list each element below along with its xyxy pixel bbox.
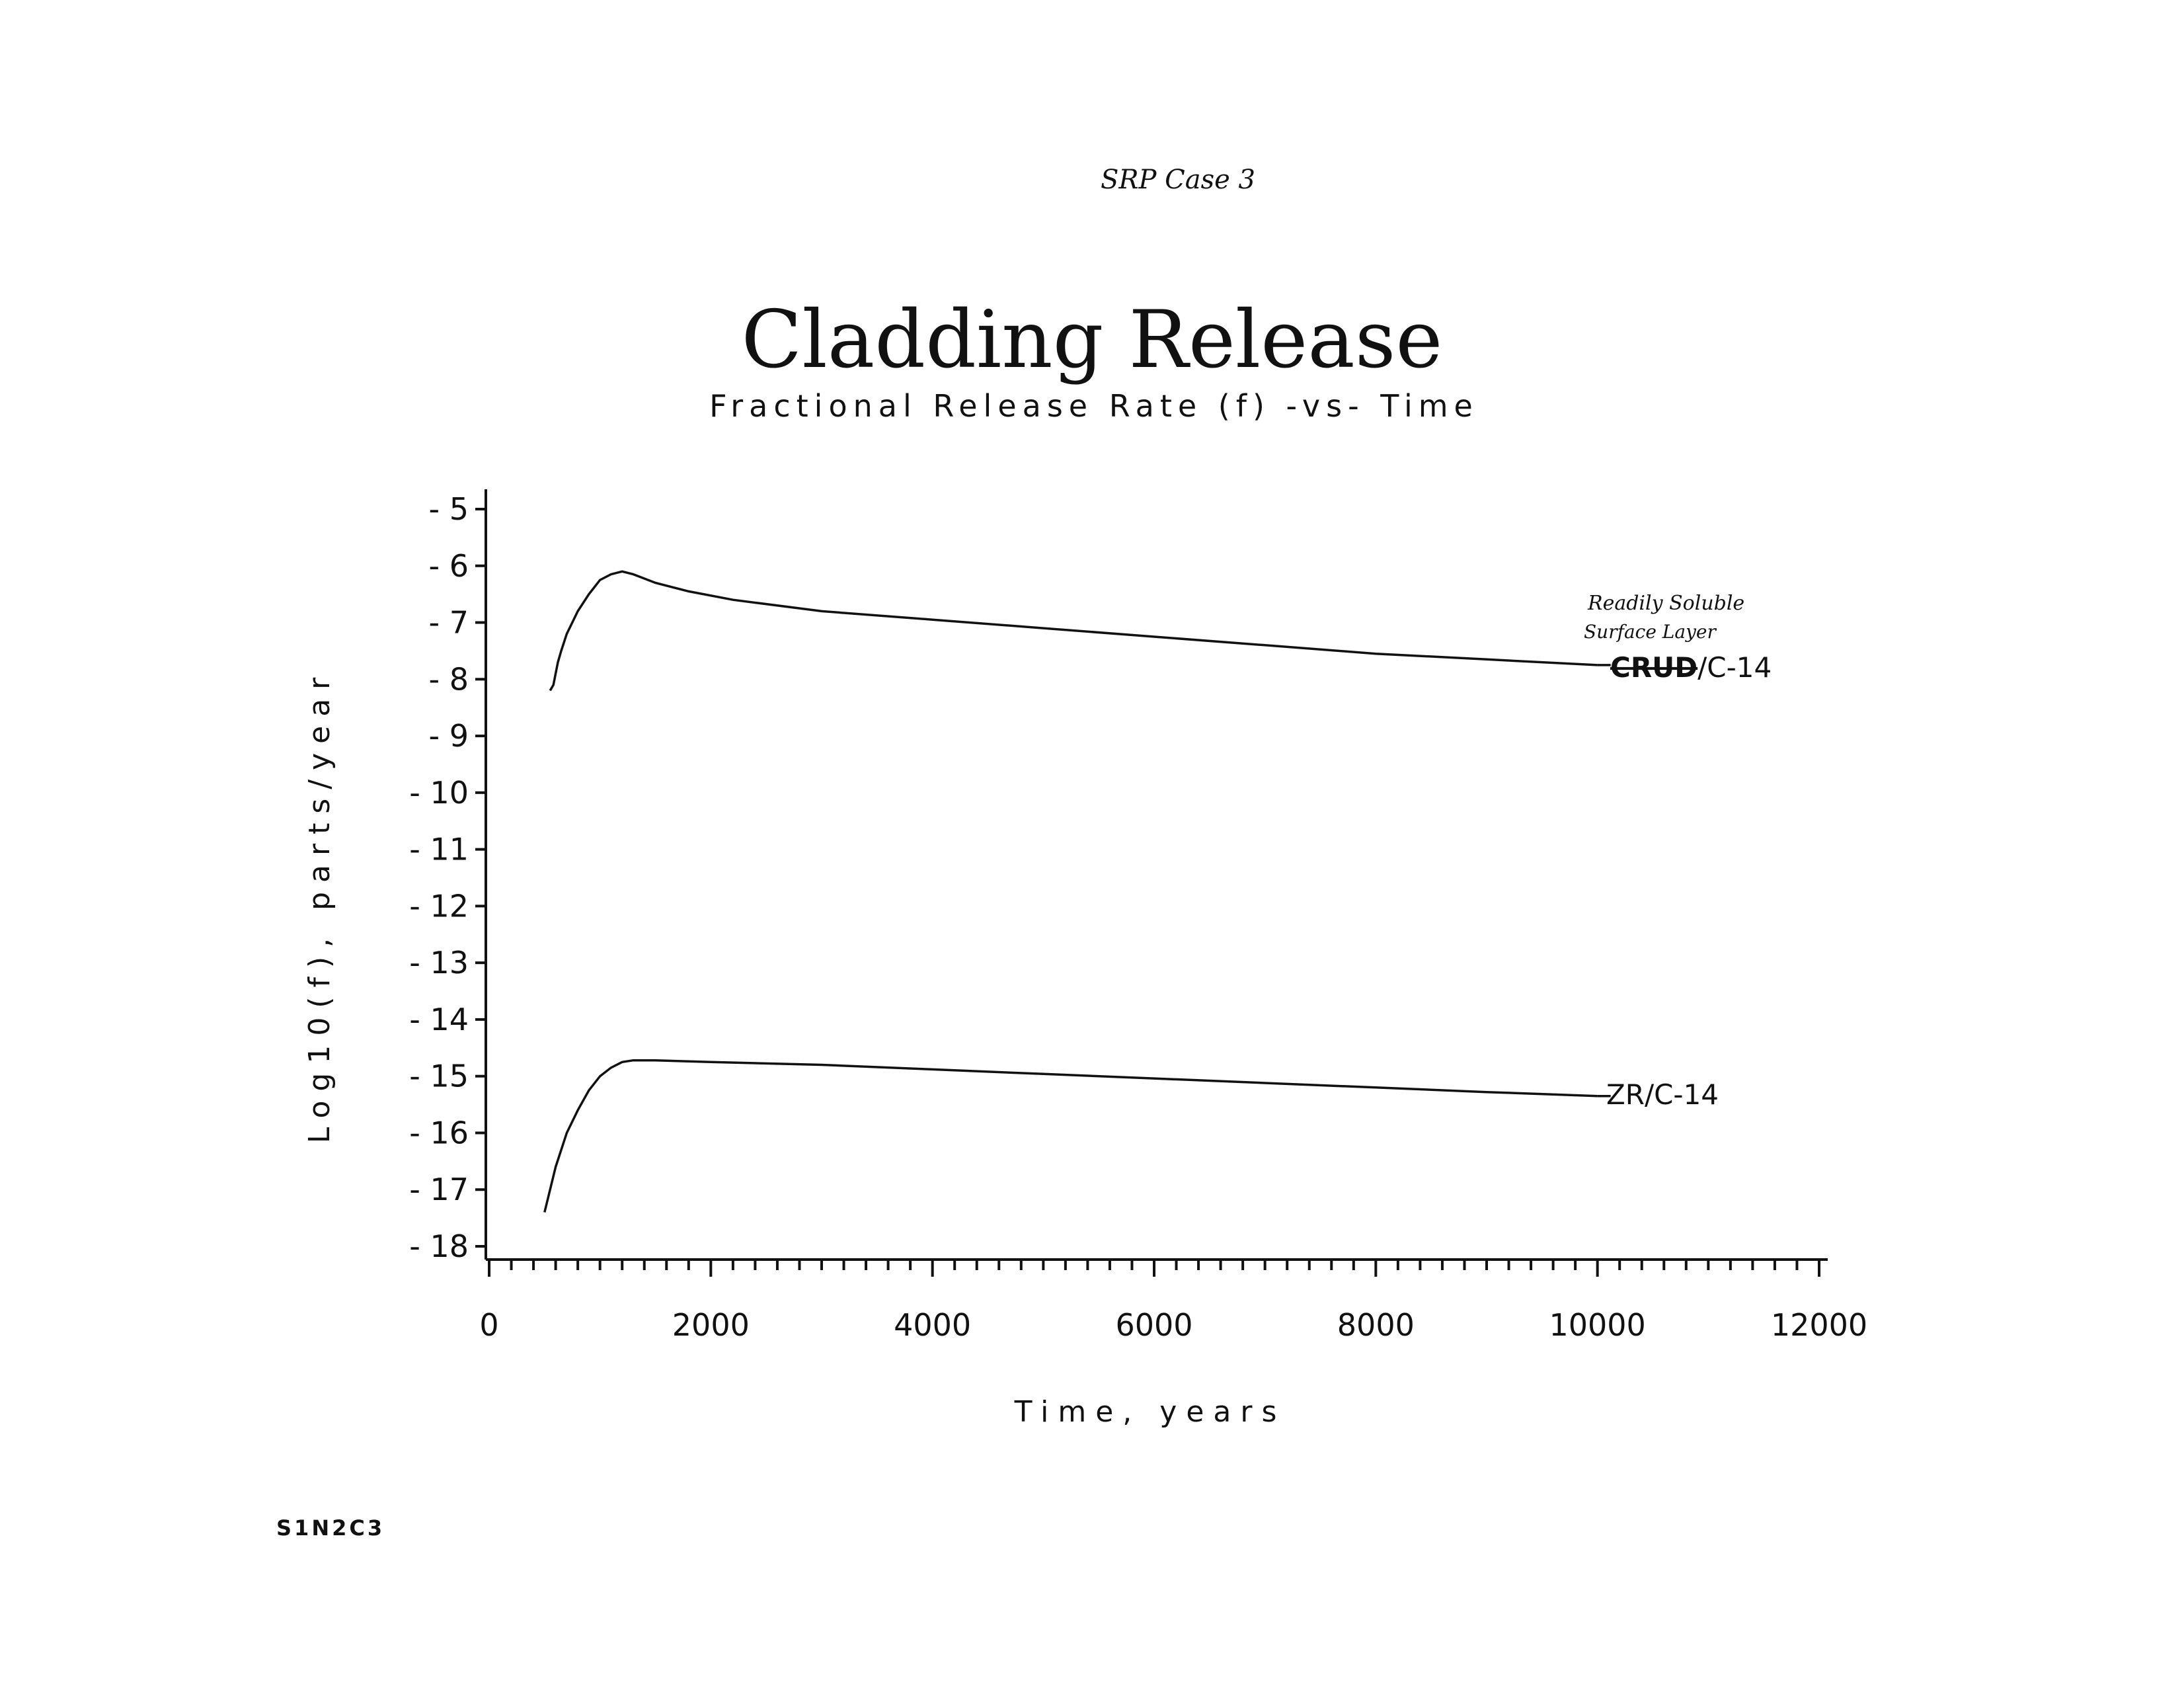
- series-label-handwritten-line-1: Readily Soluble: [1587, 592, 1744, 615]
- y-tick-label: - 16: [409, 1115, 469, 1150]
- footer-code: S1N2C3: [276, 1515, 385, 1541]
- plot-area: - 5 - 6 - 7 - 8 - 9 - 10 - 11 - 12 - 13 - 14 - 15 -…: [409, 489, 1867, 1343]
- series-label-handwritten-line-2: Surface Layer: [1584, 621, 1717, 643]
- y-tick-label: - 13: [409, 945, 469, 981]
- series-label-crud-suffix: /C-14: [1697, 651, 1772, 684]
- y-tick-label: - 5: [429, 491, 469, 527]
- chart-subtitle: Fractional Release Rate (f) -vs- Time: [709, 388, 1479, 424]
- y-axis-label: Log10(f), parts/year: [303, 668, 336, 1144]
- x-tick-label: 2000: [672, 1307, 750, 1343]
- x-tick-label: 4000: [894, 1307, 971, 1343]
- y-tick-label: - 11: [409, 832, 469, 867]
- y-tick-label: - 6: [429, 548, 469, 584]
- y-tick-label: - 18: [409, 1228, 469, 1264]
- y-tick-label: - 14: [409, 1002, 469, 1037]
- y-axis-ticks: - 5 - 6 - 7 - 8 - 9 - 10 - 11 - 12 - 13 - 14 - 15 -…: [409, 491, 486, 1264]
- y-tick-label: - 7: [429, 605, 469, 641]
- x-tick-label: 10000: [1549, 1307, 1645, 1343]
- x-axis-ticks: 0 2000 4000 6000 8000 10000 12000: [479, 1260, 1867, 1343]
- x-tick-label: 0: [479, 1307, 498, 1343]
- series-line-zr-c14: [543, 1059, 1598, 1213]
- y-tick-label: - 10: [409, 775, 469, 811]
- chart-title: Cladding Release: [742, 294, 1443, 386]
- y-tick-label: - 9: [429, 718, 469, 754]
- series-lines: [543, 570, 1611, 1213]
- y-tick-label: - 15: [409, 1059, 469, 1094]
- y-tick-label: - 8: [429, 661, 469, 697]
- y-tick-label: - 12: [409, 888, 469, 924]
- x-tick-label: 8000: [1337, 1307, 1415, 1343]
- x-tick-label: 12000: [1771, 1307, 1867, 1343]
- x-tick-label: 6000: [1115, 1307, 1192, 1343]
- handwritten-header-note: SRP Case 3: [1101, 165, 1255, 195]
- series-label-zr-c14: ZR/C-14: [1606, 1078, 1719, 1111]
- series-label-crud-c14: CRUD/C-14: [1610, 651, 1772, 684]
- series-label-crud-struck: CRUD: [1610, 651, 1697, 684]
- x-axis-label: Time, years: [1014, 1395, 1286, 1429]
- y-tick-label: - 17: [409, 1172, 469, 1207]
- series-line-crud-c14: [549, 570, 1598, 692]
